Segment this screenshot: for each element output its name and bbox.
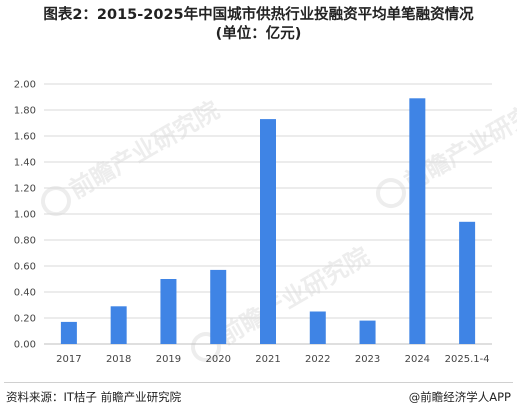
x-axis-ticks: 2017 2018 2019 2020 2021 2022 2023 2024 2025.1-4 <box>56 354 489 365</box>
x-tick-label: 2021 <box>255 354 280 365</box>
y-tick-label: 1.00 <box>14 210 36 221</box>
x-tick-label: 2025.1-4 <box>445 354 490 365</box>
y-tick-label: 1.20 <box>14 184 36 195</box>
x-tick-label: 2018 <box>106 354 131 365</box>
y-axis-ticks: 0.00 0.20 0.40 0.60 0.80 1.00 1.20 1.40 1.60 1.80… <box>14 80 36 351</box>
x-tick-label: 2017 <box>56 354 81 365</box>
y-tick-label: 0.00 <box>14 340 36 351</box>
source-note: 资料来源：IT桔子 前瞻产业研究院 <box>6 390 182 404</box>
qianzhan-logo-icon <box>41 186 71 217</box>
x-tick-label: 2023 <box>355 354 380 365</box>
y-tick-label: 0.80 <box>14 236 36 247</box>
x-tick-label: 2022 <box>305 354 330 365</box>
bars <box>60 98 476 344</box>
y-tick-label: 0.40 <box>14 288 36 299</box>
bar-2023 <box>359 320 376 344</box>
y-tick-label: 1.40 <box>14 158 36 169</box>
y-tick-label: 1.60 <box>14 132 36 143</box>
bar-2025.1-4 <box>459 221 476 344</box>
watermark: 前瞻产业研究院 <box>376 88 517 209</box>
y-tick-label: 0.20 <box>14 314 36 325</box>
bar-2022 <box>309 311 326 344</box>
watermark: 前瞻产业研究院 <box>41 96 224 217</box>
chart-title: 图表2：2015-2025年中国城市供热行业投融资平均单笔融资情况 <box>43 7 474 23</box>
bar-2019 <box>160 279 177 344</box>
footer-divider <box>4 382 513 383</box>
y-tick-label: 0.60 <box>14 262 36 273</box>
y-tick-label: 1.80 <box>14 106 36 117</box>
y-tick-label: 2.00 <box>14 80 36 91</box>
x-tick-label: 2019 <box>156 354 181 365</box>
bar-2024 <box>409 98 426 344</box>
bar-2018 <box>110 306 127 344</box>
bar-2017 <box>60 321 77 344</box>
brand-credit: @前瞻经济学人APP <box>408 390 511 404</box>
chart-title-block: 图表2：2015-2025年中国城市供热行业投融资平均单笔融资情况 (单位：亿元… <box>0 6 517 44</box>
x-tick-label: 2020 <box>205 354 230 365</box>
qianzhan-logo-icon <box>376 178 406 209</box>
x-tick-label: 2024 <box>405 354 430 365</box>
bar-2020 <box>210 269 227 344</box>
watermark-text: 前瞻产业研究院 <box>215 242 374 350</box>
bar-2021 <box>260 119 276 344</box>
chart-subtitle: (单位：亿元) <box>215 26 302 42</box>
